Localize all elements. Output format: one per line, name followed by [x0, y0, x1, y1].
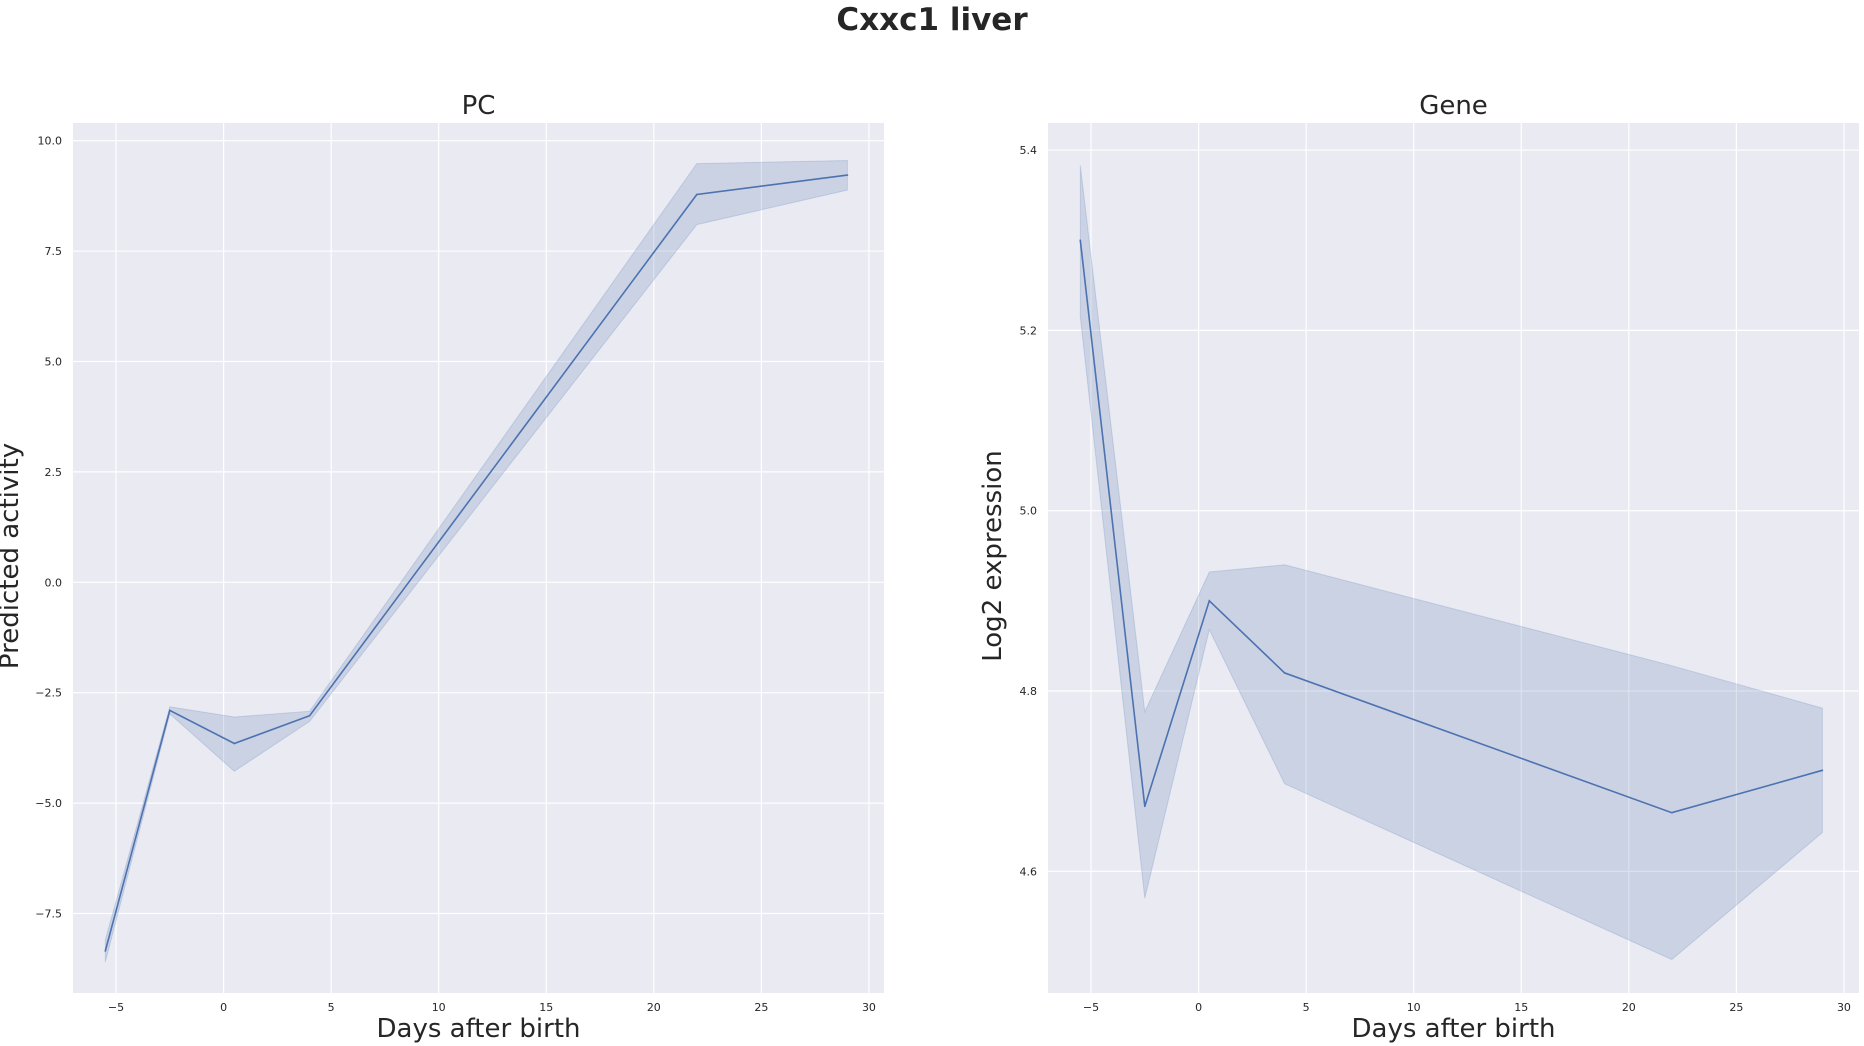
- plot-area-background: [73, 123, 884, 993]
- panel-title: PC: [462, 91, 496, 121]
- x-tick-label: 15: [1514, 1001, 1528, 1014]
- data-point: [696, 193, 698, 196]
- data-point: [846, 174, 849, 176]
- x-tick-label: 25: [754, 1001, 768, 1014]
- y-axis-label: Predicted activity: [0, 443, 25, 669]
- panel-title: Gene: [1419, 91, 1488, 121]
- x-tick-label: 0: [1195, 1001, 1202, 1014]
- data-point: [233, 742, 236, 745]
- plot-area-background: [1048, 123, 1859, 993]
- data-point: [169, 709, 171, 712]
- x-tick-label: 30: [862, 1001, 876, 1014]
- x-tick-label: −5: [108, 1001, 124, 1014]
- y-tick-label: 10.0: [38, 135, 63, 148]
- y-tick-label: 7.5: [45, 245, 63, 258]
- y-tick-labels: −7.5 −5.0 −2.5 0.0 2.5 5.0 7.5 10.0: [35, 135, 62, 921]
- confidence-band: [1079, 165, 1823, 961]
- y-tick-label: 2.5: [45, 466, 63, 479]
- confidence-band: [104, 159, 848, 963]
- y-tick-label: −5.0: [35, 797, 62, 810]
- data-point: [1208, 600, 1211, 602]
- x-tick-labels: −5 0 5 10 15 20 25 30: [1083, 1001, 1851, 1014]
- data-point: [1283, 672, 1286, 674]
- x-tick-label: 20: [1622, 1001, 1636, 1014]
- y-tick-label: 5.2: [1020, 324, 1038, 337]
- x-tick-label: 10: [1407, 1001, 1421, 1014]
- grid-lines: [1048, 123, 1859, 993]
- data-point: [1144, 805, 1146, 808]
- x-tick-label: 20: [647, 1001, 661, 1014]
- y-tick-labels: 4.6 4.8 5.0 5.2 5.4: [1020, 144, 1038, 878]
- x-axis-label: Days after birth: [376, 1014, 580, 1044]
- figure-title: Cxxc1 liver: [836, 2, 1028, 38]
- x-tick-labels: −5 0 5 10 15 20 25 30: [108, 1001, 876, 1014]
- data-point: [1671, 811, 1673, 814]
- y-tick-label: 4.8: [1020, 685, 1038, 698]
- x-tick-label: −5: [1083, 1001, 1099, 1014]
- data-point: [1079, 239, 1082, 242]
- y-tick-label: −2.5: [35, 687, 62, 700]
- x-tick-label: 5: [1303, 1001, 1310, 1014]
- data-point: [104, 950, 107, 952]
- y-tick-label: 4.6: [1020, 865, 1038, 878]
- series-line: [1079, 240, 1823, 814]
- y-tick-label: 5.4: [1020, 144, 1038, 157]
- y-tick-label: −7.5: [35, 908, 62, 921]
- data-point: [1821, 769, 1824, 772]
- panel-gene: −5 0 5 10 15 20 25 30 4.6 4.8 5.0 5.2 5.4 Gene Days…: [978, 91, 1859, 1044]
- series-line: [104, 174, 848, 952]
- panel-pc: −5 0 5 10 15 20 25 30 −7.5 −5.0 −2.5 0.0 2.5 5.0 7.5 1…: [0, 91, 884, 1044]
- x-tick-label: 25: [1729, 1001, 1743, 1014]
- x-tick-label: 0: [220, 1001, 227, 1014]
- x-axis-label: Days after birth: [1351, 1014, 1555, 1044]
- x-tick-label: 15: [539, 1001, 553, 1014]
- grid-lines: [73, 123, 884, 993]
- x-tick-label: 5: [328, 1001, 335, 1014]
- x-tick-label: 30: [1837, 1001, 1851, 1014]
- y-axis-label: Log2 expression: [978, 450, 1008, 662]
- y-tick-label: 0.0: [45, 576, 63, 589]
- x-tick-label: 10: [432, 1001, 446, 1014]
- y-tick-label: 5.0: [1020, 505, 1038, 518]
- y-tick-label: 5.0: [45, 355, 63, 368]
- data-point: [308, 714, 311, 717]
